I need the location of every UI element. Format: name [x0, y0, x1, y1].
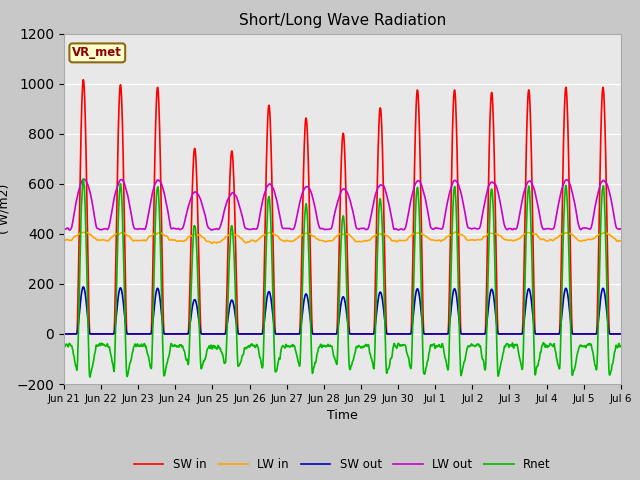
- Rnet: [502, 341, 510, 347]
- Line: LW in: LW in: [64, 232, 621, 243]
- Text: VR_met: VR_met: [72, 47, 122, 60]
- SW in: [551, 331, 559, 337]
- LW out: [60, 226, 68, 231]
- SW out: [171, 331, 179, 337]
- Title: Short/Long Wave Radiation: Short/Long Wave Radiation: [239, 13, 446, 28]
- SW out: [184, 331, 192, 336]
- SW in: [60, 331, 68, 337]
- Rnet: [79, 176, 87, 182]
- Rnet: [60, 344, 68, 349]
- Legend: SW in, LW in, SW out, LW out, Rnet: SW in, LW in, SW out, LW out, Rnet: [129, 453, 556, 475]
- LW out: [429, 227, 437, 232]
- X-axis label: Time: Time: [327, 409, 358, 422]
- SW in: [246, 331, 254, 337]
- LW in: [170, 237, 178, 243]
- Line: Rnet: Rnet: [64, 179, 621, 377]
- Line: LW out: LW out: [64, 180, 621, 230]
- LW out: [502, 226, 510, 232]
- SW out: [617, 331, 625, 337]
- LW in: [502, 237, 510, 243]
- LW in: [184, 235, 191, 240]
- LW out: [617, 226, 625, 232]
- SW in: [79, 77, 87, 83]
- Rnet: [429, 341, 437, 347]
- LW in: [552, 236, 559, 241]
- Rnet: [172, 342, 179, 348]
- SW out: [551, 331, 559, 337]
- LW in: [617, 238, 625, 244]
- SW in: [502, 331, 509, 337]
- LW out: [80, 177, 88, 182]
- LW in: [451, 229, 459, 235]
- SW out: [246, 331, 254, 337]
- Line: SW out: SW out: [64, 287, 621, 334]
- LW out: [172, 226, 179, 231]
- LW out: [247, 227, 255, 232]
- Rnet: [552, 348, 559, 354]
- SW in: [171, 331, 179, 337]
- LW out: [185, 203, 193, 208]
- LW out: [552, 218, 559, 224]
- LW in: [246, 238, 254, 244]
- LW in: [208, 240, 216, 246]
- SW in: [429, 331, 437, 337]
- Y-axis label: ( W/m2): ( W/m2): [0, 184, 11, 234]
- SW out: [429, 331, 437, 337]
- Rnet: [86, 374, 94, 380]
- SW out: [60, 331, 68, 337]
- LW in: [60, 238, 68, 244]
- Line: SW in: SW in: [64, 80, 621, 334]
- LW out: [66, 227, 74, 233]
- SW out: [79, 284, 87, 290]
- Rnet: [247, 343, 255, 348]
- SW in: [184, 331, 192, 336]
- Rnet: [617, 343, 625, 348]
- SW in: [617, 331, 625, 337]
- LW in: [429, 237, 437, 243]
- Rnet: [185, 360, 193, 365]
- SW out: [502, 331, 509, 337]
